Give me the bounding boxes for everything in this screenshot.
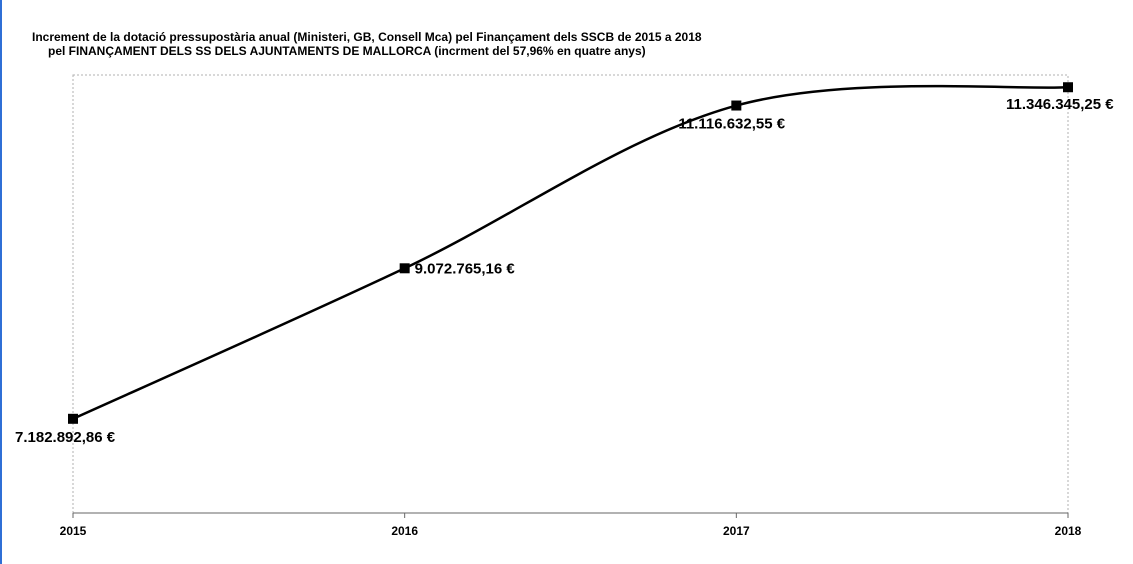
data-value-label: 7.182.892,86 € bbox=[15, 429, 116, 446]
window-left-edge bbox=[0, 0, 2, 564]
data-point-marker bbox=[1063, 82, 1073, 93]
chart-title-line-1: Increment de la dotació pressupostària a… bbox=[32, 30, 702, 44]
data-point-marker bbox=[399, 263, 410, 274]
x-tick-label: 2016 bbox=[391, 524, 418, 538]
x-tick-label: 2015 bbox=[60, 524, 87, 538]
plot-area-frame bbox=[72, 74, 1069, 514]
x-axis-ticks: 2015 2016 2017 2018 bbox=[60, 513, 1082, 538]
x-tick-label: 2018 bbox=[1055, 524, 1082, 538]
data-labels: 7.182.892,86 € 9.072.765,16 € 11.116.632,5… bbox=[15, 96, 1114, 446]
data-markers bbox=[68, 82, 1073, 424]
x-tick-label: 2017 bbox=[723, 524, 750, 538]
chart-title-line-2: pel FINANÇAMENT DELS SS DELS AJUNTAMENTS… bbox=[48, 44, 646, 58]
data-point-marker bbox=[731, 100, 742, 111]
data-point-marker bbox=[68, 413, 78, 424]
series-line bbox=[71, 84, 1070, 421]
data-value-label: 9.072.765,16 € bbox=[415, 260, 516, 277]
data-value-label: 11.346.345,25 € bbox=[1006, 96, 1114, 113]
chart-title: Increment de la dotació pressupostària a… bbox=[32, 30, 702, 58]
data-value-label: 11.116.632,55 € bbox=[678, 116, 785, 133]
